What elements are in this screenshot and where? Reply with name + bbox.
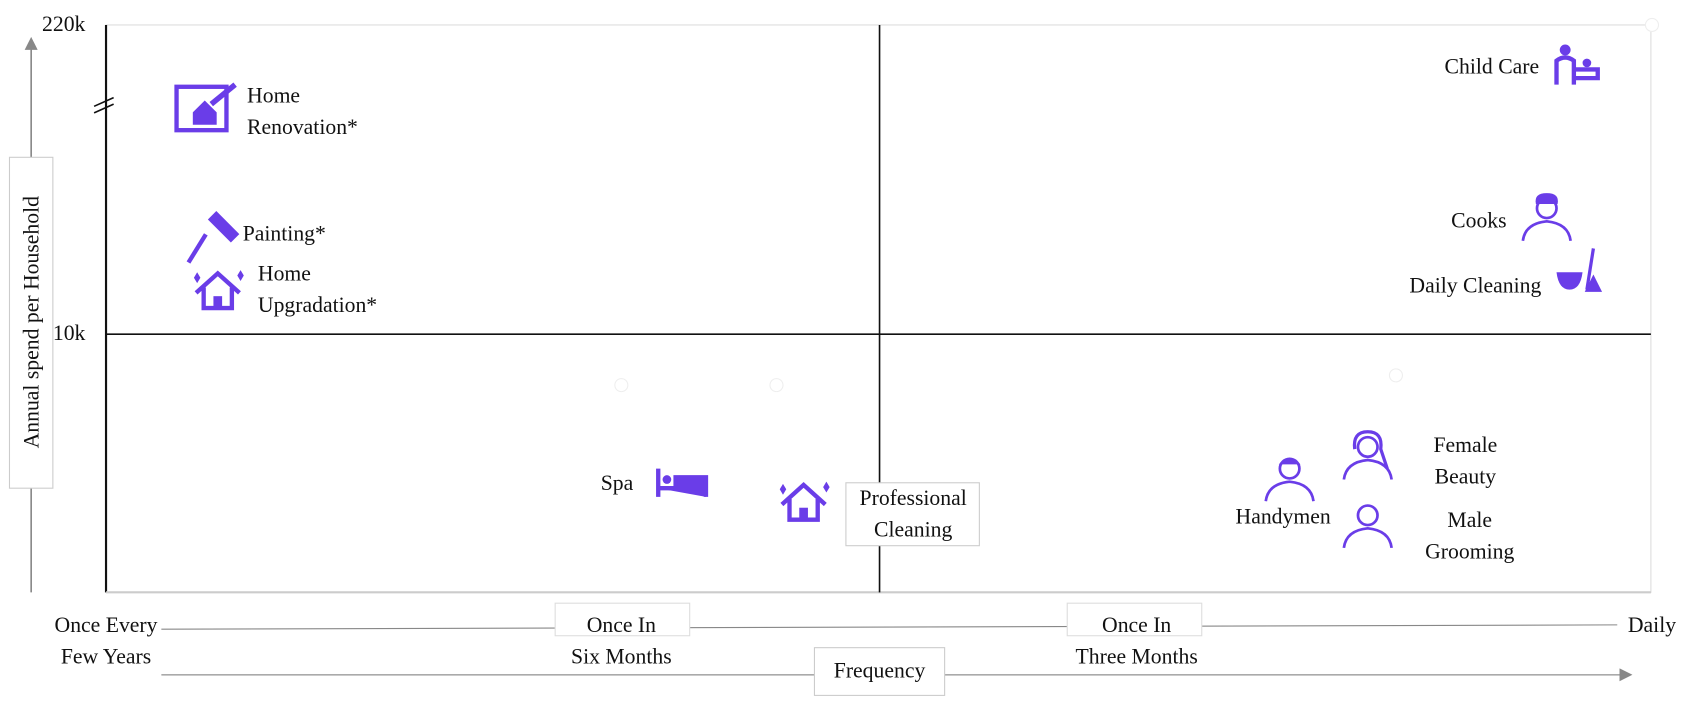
icon-shape (1584, 274, 1603, 292)
icon-shape (1556, 272, 1583, 290)
tick-box (1066, 602, 1203, 637)
icon-shape (1554, 55, 1600, 85)
icon (1342, 430, 1393, 480)
item-label: Upgradation* (258, 293, 377, 317)
item-label: Handymen (1236, 505, 1331, 529)
x-tick-label: Six Months (571, 645, 672, 669)
item-label: Home (258, 262, 311, 286)
icon (779, 481, 830, 522)
item-label: Home (247, 84, 300, 108)
x-label-box (813, 647, 946, 696)
marker-dot (614, 378, 629, 393)
tick-box (554, 602, 691, 637)
icon-shape (1278, 457, 1301, 465)
item-label: Renovation* (247, 115, 358, 139)
icon-shape (186, 233, 208, 264)
item-label: Child Care (1445, 54, 1540, 78)
icon-shape (174, 84, 229, 133)
item-label: Daily Cleaning (1409, 273, 1541, 297)
x-axis-label: Frequency (834, 659, 926, 683)
axis-break (93, 96, 114, 114)
icon (174, 82, 237, 133)
icon-shape (799, 507, 808, 520)
y-label-box (8, 156, 54, 489)
icon (1264, 457, 1315, 502)
icon-shape (209, 82, 237, 107)
icon-shape (1585, 248, 1596, 290)
icon-shape (1535, 197, 1558, 220)
items: Once Every Few Years Once In Six Months Once… (55, 17, 1676, 669)
x-tick-label: Once Every (55, 613, 158, 637)
x-tick-label: Daily (1628, 613, 1676, 637)
marker-dot (1388, 368, 1403, 383)
icon (1554, 44, 1600, 85)
y-axis-label: Annual spend per Household (19, 196, 43, 449)
item-label: Female (1433, 433, 1497, 457)
item-label: Cooks (1451, 208, 1506, 232)
icon-shape (192, 100, 217, 125)
y-tick-label: 10k (53, 321, 86, 345)
icon-shape (1559, 44, 1571, 56)
icon-shape (1342, 526, 1393, 549)
icon-shape (1521, 219, 1572, 242)
marker-dot (769, 378, 784, 393)
icon (193, 270, 244, 311)
icon-shape (1356, 504, 1379, 527)
item-label: Professional (860, 486, 967, 510)
icon (1521, 193, 1572, 242)
icon-shape (1356, 435, 1379, 459)
item-label: Cleaning (874, 518, 952, 542)
icon-shape (662, 475, 672, 484)
item-label: Grooming (1425, 539, 1514, 563)
x-tick-label: Once In (587, 613, 656, 637)
icon-shape (1264, 480, 1315, 502)
item-label: Beauty (1435, 464, 1497, 488)
x-tick-label: Few Years (61, 645, 151, 669)
icon (186, 211, 240, 264)
icon-shape (1582, 58, 1592, 68)
icon-shape (1352, 430, 1389, 470)
marker-dot (1644, 17, 1660, 33)
y-tick-label: 220k (42, 12, 86, 36)
item-label: Painting* (243, 221, 326, 245)
x-tick-label: Three Months (1076, 645, 1198, 669)
icon-shape (656, 468, 709, 497)
x-guide (161, 624, 1618, 630)
icon (656, 468, 709, 497)
icon (1556, 248, 1603, 292)
icon-shape (780, 482, 827, 522)
icon-shape (1342, 458, 1393, 480)
item-label: Male (1447, 508, 1492, 532)
x-tick-label: Once In (1102, 613, 1171, 637)
icon-shape (213, 296, 223, 309)
item-label: Spa (601, 471, 634, 495)
icon-shape (207, 211, 240, 243)
icon (1342, 504, 1393, 549)
label-box (845, 482, 980, 547)
